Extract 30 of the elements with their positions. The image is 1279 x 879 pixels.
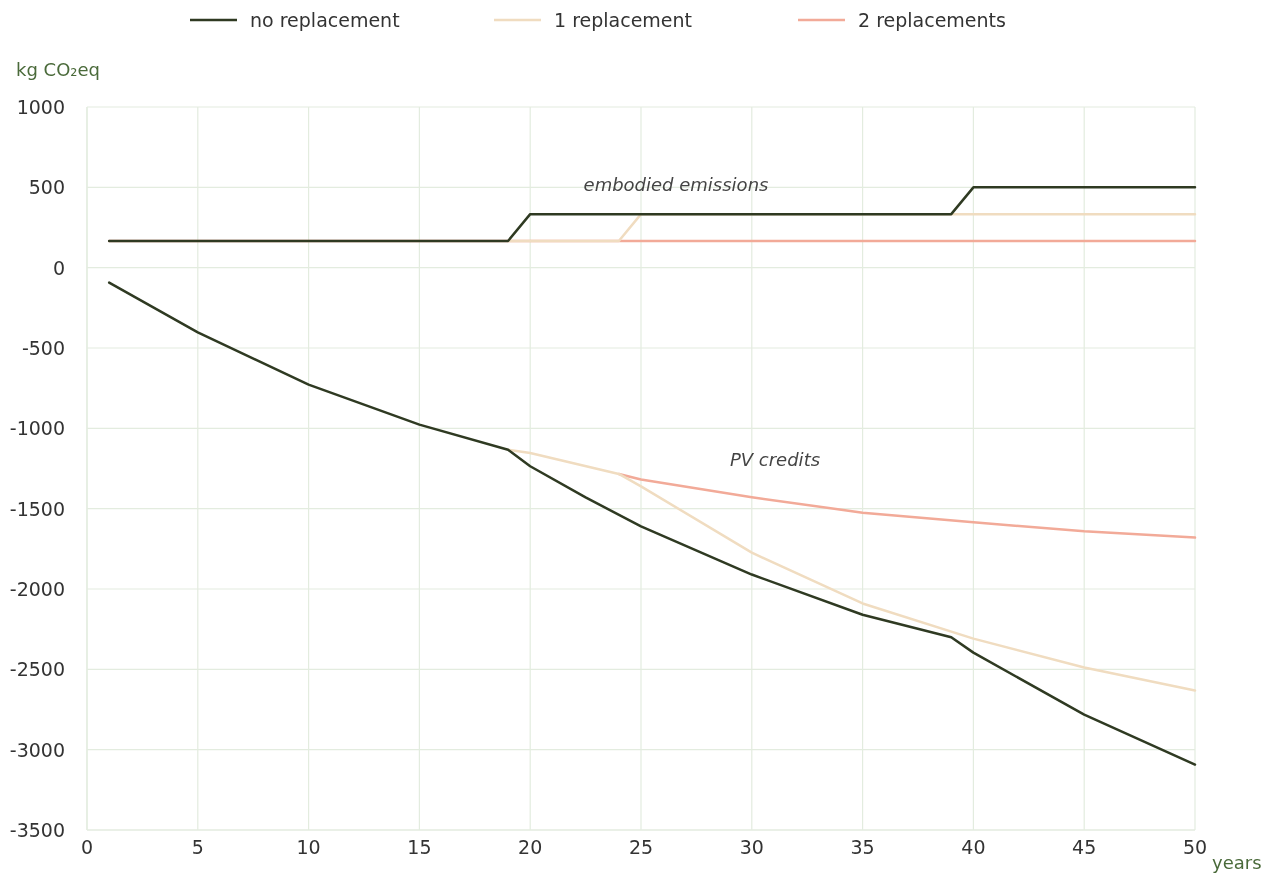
y-axis-title: kg CO₂eq: [16, 59, 101, 80]
y-tick-label: -500: [21, 337, 65, 359]
x-axis-title: years: [1212, 852, 1262, 873]
y-tick-label: -2500: [9, 658, 65, 681]
legend-label: 2 replacements: [858, 9, 1006, 31]
x-tick-label: 25: [628, 836, 654, 858]
x-tick-label: 5: [191, 836, 204, 858]
y-tick-label: 0: [52, 256, 65, 279]
x-tick-label: 15: [407, 836, 432, 858]
annotation: PV credits: [729, 449, 821, 470]
y-tick-label: -3500: [9, 819, 65, 841]
y-tick-label: -1500: [9, 497, 65, 520]
y-tick-label: 500: [28, 176, 65, 199]
line-series: [107, 281, 1197, 766]
x-tick-label: 40: [961, 836, 986, 858]
annotation: embodied emissions: [583, 174, 769, 195]
x-tick-label: 35: [850, 836, 875, 858]
x-tick-label: 30: [739, 836, 764, 858]
y-tick-label: 1000: [16, 96, 65, 118]
x-tick-label: 50: [1182, 836, 1208, 858]
x-tick-label: 10: [296, 836, 321, 858]
y-tick-label: -2000: [9, 578, 65, 600]
legend-label: 1 replacement: [554, 9, 693, 31]
x-tick-label: 20: [518, 836, 543, 858]
x-tick-label: 0: [80, 836, 94, 858]
y-tick-label: -3000: [9, 738, 65, 761]
line-series: [506, 448, 1197, 692]
legend-label: no replacement: [250, 9, 400, 31]
y-tick-label: -1000: [9, 417, 65, 440]
x-tick-label: 45: [1072, 836, 1097, 858]
